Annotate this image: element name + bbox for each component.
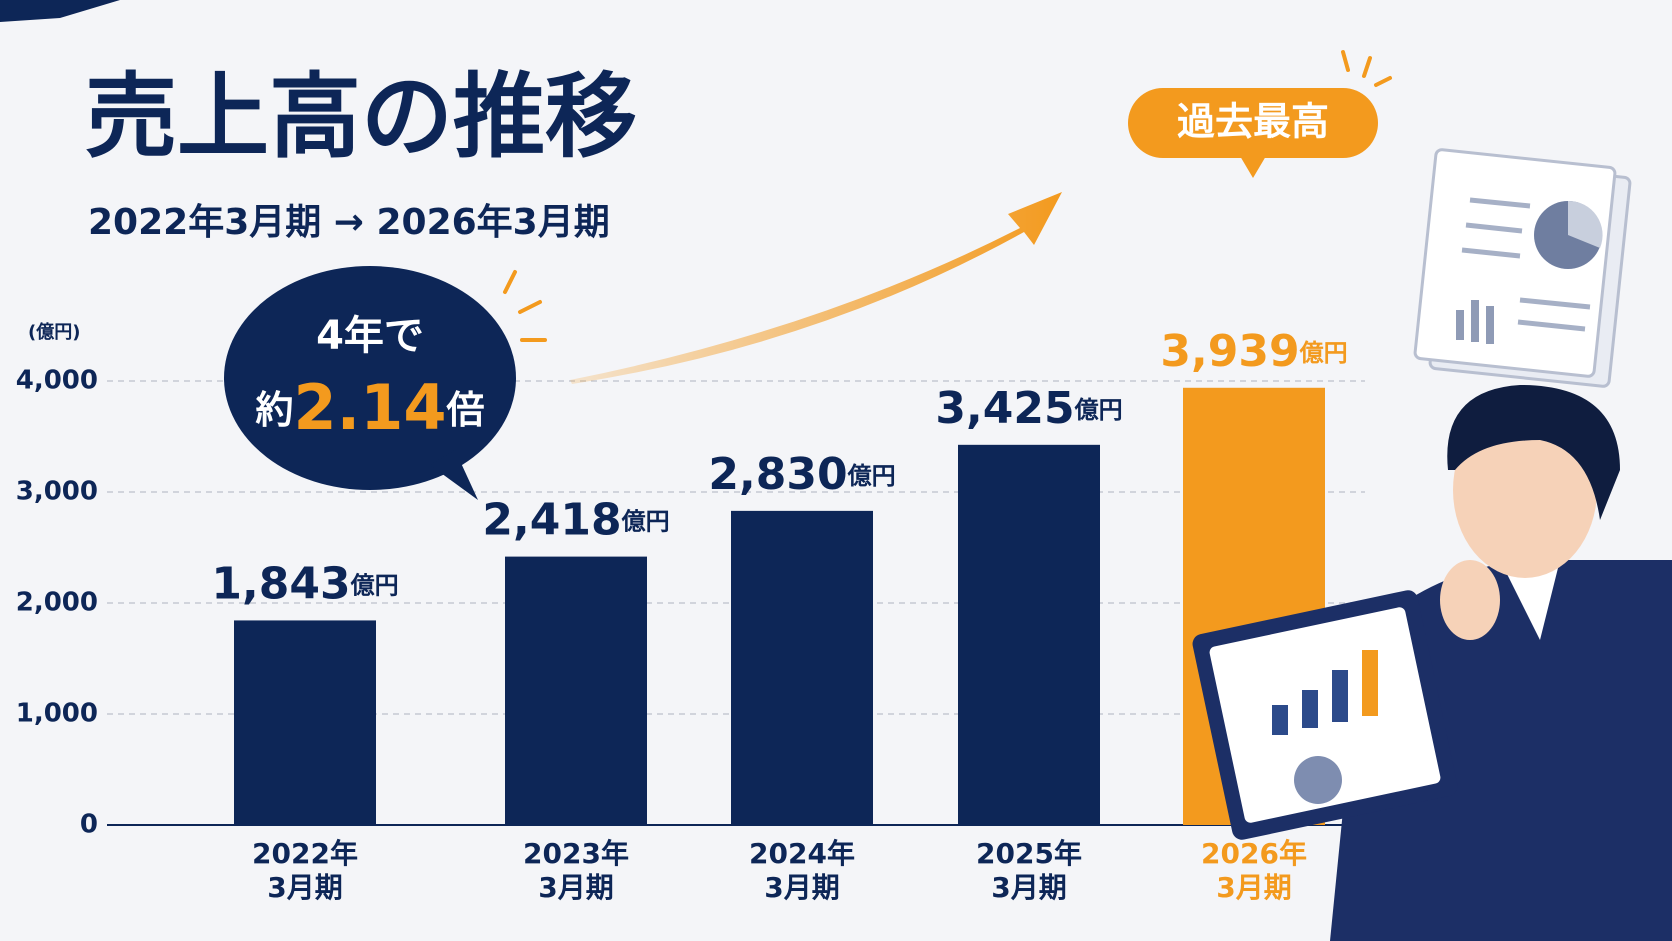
- callout-tail: [430, 450, 478, 500]
- value-label: 3,425億円: [935, 383, 1122, 434]
- y-axis-label: (億円): [28, 321, 80, 343]
- callout: 4年で 約2.14倍: [224, 266, 547, 500]
- callout-sparks: [503, 270, 547, 342]
- value-label: 2,830億円: [708, 449, 895, 500]
- x-tick-label: 2023年: [523, 837, 629, 870]
- y-tick-label: 2,000: [16, 588, 98, 618]
- report-pie-slice: [1568, 200, 1603, 248]
- value-number: 3,939: [1160, 326, 1299, 377]
- callout-line1: 4年で: [316, 313, 424, 359]
- clipboard-paper: [1209, 607, 1441, 823]
- record-badge: 過去最高: [1128, 50, 1392, 178]
- value-unit: 億円: [847, 462, 896, 490]
- x-tick-label: 3月期: [538, 871, 613, 904]
- value-number: 3,425: [935, 383, 1074, 434]
- hand: [1440, 560, 1500, 640]
- chart-subtitle: 2022年3月期 → 2026年3月期: [88, 202, 610, 243]
- badge-sparks: [1341, 50, 1392, 87]
- x-tick-label: 2024年: [749, 837, 855, 870]
- x-tick-label: 3月期: [991, 871, 1066, 904]
- badge-text: 過去最高: [1177, 100, 1329, 144]
- y-tick-label: 4,000: [16, 366, 98, 396]
- x-tick-label: 2025年: [976, 837, 1082, 870]
- x-tick-label: 2026年: [1201, 837, 1307, 870]
- y-tick-label: 0: [80, 810, 98, 840]
- x-tick-label: 3月期: [764, 871, 839, 904]
- y-tick-label: 1,000: [16, 699, 98, 729]
- value-label: 1,843億円: [211, 558, 398, 609]
- plot-area: 01,0002,0003,0004,0001,843億円2022年3月期2,41…: [16, 326, 1365, 904]
- bar: [958, 444, 1100, 825]
- report-lines: [1461, 197, 1591, 332]
- clipboard-pie: [1294, 756, 1342, 804]
- value-label: 2,418億円: [482, 495, 669, 546]
- value-number: 1,843: [211, 558, 350, 609]
- bar: [731, 510, 873, 825]
- shirt: [1500, 560, 1560, 640]
- value-number: 2,830: [708, 449, 847, 500]
- value-number: 2,418: [482, 495, 621, 546]
- y-tick-label: 3,000: [16, 477, 98, 507]
- x-tick-label: 3月期: [1216, 871, 1291, 904]
- value-label: 3,939億円: [1160, 326, 1347, 377]
- value-unit: 億円: [350, 571, 399, 599]
- callout-suffix: 倍: [445, 388, 484, 432]
- x-tick-label: 2022年: [252, 837, 358, 870]
- x-tick-label: 3月期: [267, 871, 342, 904]
- badge-tail: [1240, 156, 1266, 178]
- corner-accent: [0, 0, 120, 22]
- callout-line2: 約2.14倍: [255, 371, 484, 444]
- callout-prefix: 約: [255, 388, 293, 432]
- clipboard-bars: [1272, 650, 1378, 735]
- bar: [505, 556, 647, 825]
- chart-title: 売上高の推移: [85, 63, 637, 170]
- value-unit: 億円: [1074, 396, 1123, 424]
- value-unit: 億円: [1299, 339, 1348, 367]
- value-unit: 億円: [621, 508, 670, 536]
- bar: [234, 620, 376, 825]
- illustration: [1192, 148, 1672, 941]
- report-bars: [1456, 300, 1494, 344]
- callout-bubble: [224, 266, 516, 490]
- callout-highlight: 2.14: [294, 371, 447, 444]
- hair: [1447, 385, 1620, 520]
- badge-shape: [1128, 88, 1378, 158]
